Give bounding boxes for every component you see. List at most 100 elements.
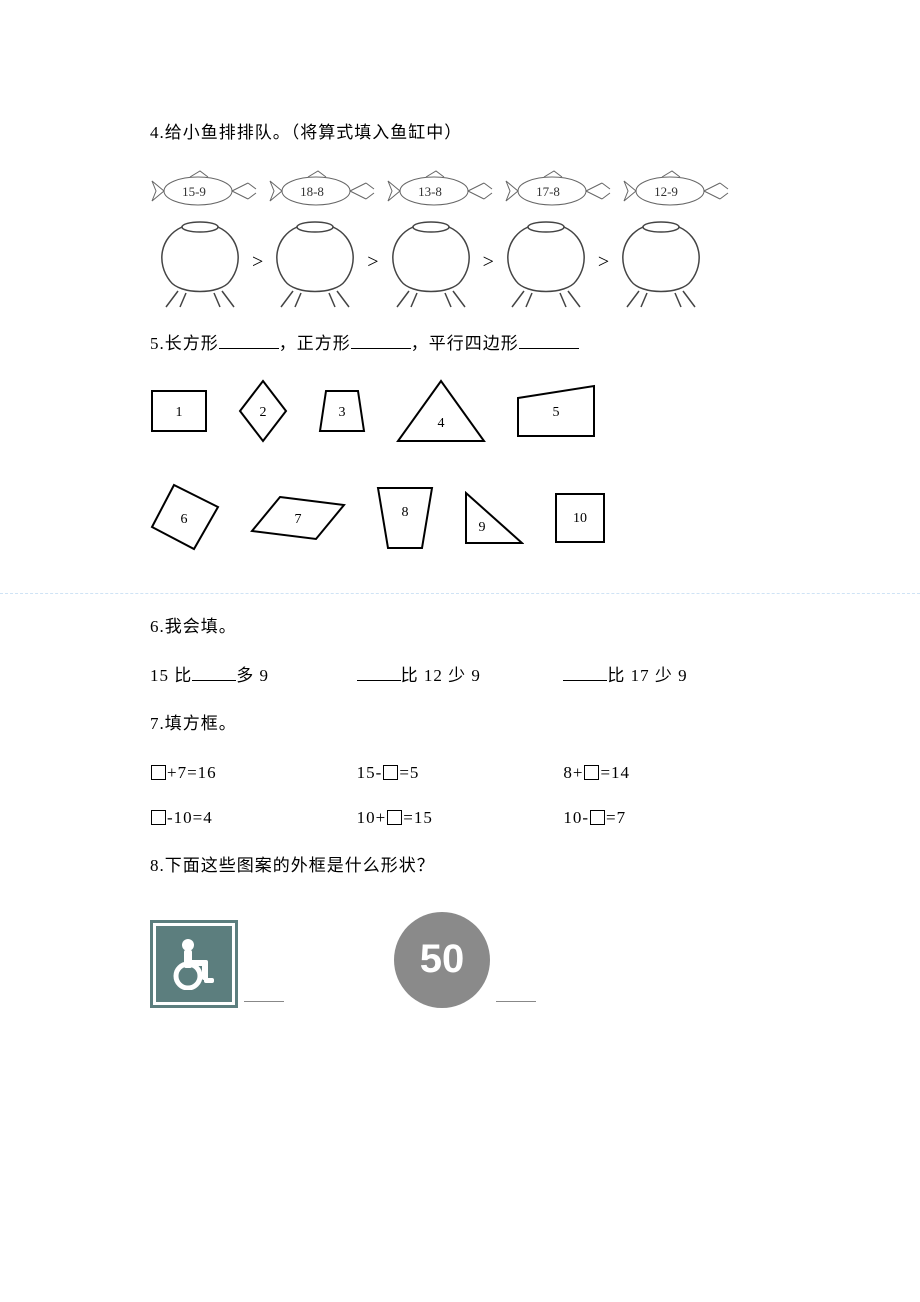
svg-text:8: 8 [402, 505, 409, 520]
fish-label: 12-9 [654, 184, 678, 199]
eq-text: +7=16 [167, 763, 217, 782]
speed-limit-value: 50 [420, 937, 465, 982]
q5-mid1: ，正方形 [279, 334, 351, 353]
q8-title: 8.下面这些图案的外框是什么形状？ [150, 851, 770, 882]
q7-row2: -10=4 10+ =15 10- =7 [150, 803, 770, 834]
q4-text: 4.给小鱼排排队。（将算式填入鱼缸中） [150, 118, 770, 149]
svg-text:6: 6 [181, 512, 188, 527]
q7-r2c3: 10- =7 [563, 803, 770, 834]
eq-text: 10+ [357, 808, 387, 827]
fishbowl-icon [265, 217, 365, 309]
answer-box [387, 810, 402, 825]
q5-mid2: ，平行四边形 [411, 334, 519, 353]
shape-parallelogram: 7 [250, 495, 346, 541]
eq-text: =5 [399, 763, 419, 782]
q6-c2: 比 12 少 9 [401, 666, 481, 685]
eq-text: 10- [563, 808, 589, 827]
shape-row-2: 6 7 8 9 10 [150, 483, 770, 553]
sign-group-2: 50 [394, 912, 536, 1008]
shape-trapezoid: 3 [318, 389, 366, 433]
answer-box [383, 765, 398, 780]
fishbowl-icon [611, 217, 711, 309]
fishbowl-icon [496, 217, 596, 309]
q6-col2: 比 12 少 9 [357, 661, 564, 692]
shape-tilted-square: 6 [150, 483, 220, 553]
worksheet-page: 4.给小鱼排排队。（将算式填入鱼缸中） 15-9 18-8 [0, 0, 920, 1088]
q6-col1: 15 比 多 9 [150, 661, 357, 692]
fish-label: 18-8 [300, 184, 324, 199]
shape-rectangle: 1 [150, 389, 208, 433]
fish-label: 17-8 [536, 184, 560, 199]
fish-label: 13-8 [418, 184, 442, 199]
q7-r1c2: 15- =5 [357, 758, 564, 789]
gt-sign: > [367, 251, 378, 274]
section-divider [0, 593, 920, 594]
q6-col3: 比 17 少 9 [563, 661, 770, 692]
q6-row: 15 比 多 9 比 12 少 9 比 17 少 9 [150, 661, 770, 692]
eq-text: =7 [606, 808, 626, 827]
q6-c1b: 多 9 [236, 666, 269, 685]
shape-right-trapezoid: 5 [516, 384, 596, 438]
q6-blank [192, 663, 236, 681]
svg-text:2: 2 [260, 405, 267, 420]
speed-limit-sign: 50 [394, 912, 490, 1008]
wheelchair-sign-inner [153, 923, 235, 1005]
eq-text: =15 [403, 808, 433, 827]
fishbowl-icon [150, 217, 250, 309]
q6-title: 6.我会填。 [150, 612, 770, 643]
q5-blank-para [519, 331, 579, 349]
answer-box [151, 810, 166, 825]
sign-group-1 [150, 920, 284, 1008]
shape-right-triangle: 9 [464, 491, 524, 545]
q7-title: 7.填方框。 [150, 709, 770, 740]
q5-shapes: 1 2 3 4 5 6 7 8 9 10 [150, 379, 770, 553]
shape-square: 10 [554, 492, 606, 544]
fish-icon: 15-9 [150, 169, 260, 213]
q7-r2c2: 10+ =15 [357, 803, 564, 834]
fishbowl-icon [381, 217, 481, 309]
q8-blank [244, 1000, 284, 1002]
q6-c3: 比 17 少 9 [607, 666, 687, 685]
svg-text:4: 4 [438, 416, 445, 431]
q7-row1: +7=16 15- =5 8+ =14 [150, 758, 770, 789]
eq-text: 8+ [563, 763, 583, 782]
q5-blank-rect [219, 331, 279, 349]
svg-text:1: 1 [176, 405, 183, 420]
q8-blank [496, 1000, 536, 1002]
wheelchair-sign [150, 920, 238, 1008]
q6-blank [357, 663, 401, 681]
fish-icon: 12-9 [622, 169, 732, 213]
wheelchair-icon [170, 938, 218, 990]
fish-label: 15-9 [182, 184, 206, 199]
eq-text: -10=4 [167, 808, 213, 827]
fish-icon: 17-8 [504, 169, 614, 213]
gt-sign: > [252, 251, 263, 274]
gt-sign: > [598, 251, 609, 274]
q4-fish-row: 15-9 18-8 13-8 [150, 169, 770, 213]
q8-signs: 50 [150, 912, 770, 1008]
answer-box [590, 810, 605, 825]
q6-blank [563, 663, 607, 681]
q5-text: 5.长方形 ，正方形 ，平行四边形 [150, 329, 770, 360]
fish-icon: 18-8 [268, 169, 378, 213]
shape-rhombus: 2 [238, 379, 288, 443]
q5-blank-square [351, 331, 411, 349]
q7-r2c1: -10=4 [150, 803, 357, 834]
shape-row-1: 1 2 3 4 5 [150, 379, 770, 443]
q6-c1a: 15 比 [150, 666, 192, 685]
fish-icon: 13-8 [386, 169, 496, 213]
svg-text:10: 10 [573, 511, 587, 526]
q7-r1c3: 8+ =14 [563, 758, 770, 789]
svg-text:3: 3 [339, 405, 346, 420]
shape-triangle: 4 [396, 379, 486, 443]
answer-box [151, 765, 166, 780]
eq-text: =14 [600, 763, 630, 782]
svg-text:7: 7 [295, 512, 302, 527]
q5-prefix: 5.长方形 [150, 334, 219, 353]
eq-text: 15- [357, 763, 383, 782]
q7-r1c1: +7=16 [150, 758, 357, 789]
svg-text:9: 9 [479, 520, 486, 535]
shape-trapezoid-inv: 8 [376, 486, 434, 550]
q4-bowl-row: > > > > [150, 217, 770, 309]
svg-text:5: 5 [553, 405, 560, 420]
